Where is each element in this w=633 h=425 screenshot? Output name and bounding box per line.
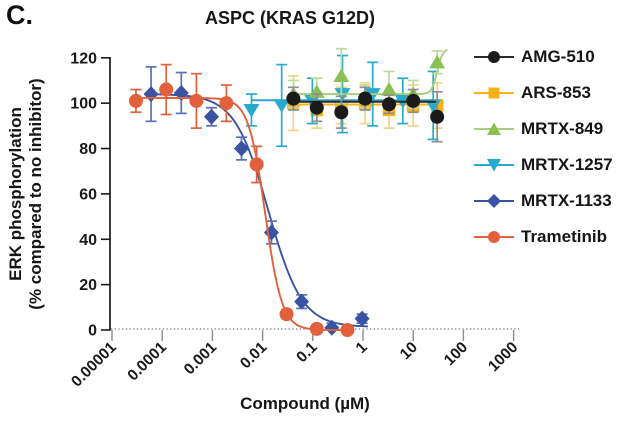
- legend-marker-circle-icon: [474, 231, 514, 243]
- y-tick-label: 40: [79, 232, 97, 249]
- legend-item-mrtx-1133: MRTX-1133: [474, 183, 613, 219]
- data-point-circle: [334, 105, 349, 120]
- legend-label: MRTX-1257: [521, 155, 613, 174]
- legend-label: MRTX-849: [521, 119, 604, 138]
- y-axis-title-line1: ERK phosphorylation: [6, 107, 25, 281]
- data-point-diamond: [234, 140, 250, 157]
- y-tick-label: 120: [70, 50, 97, 67]
- data-point-triangle-up: [381, 82, 398, 96]
- data-point-diamond: [294, 293, 310, 310]
- x-tick-label: 0.01: [237, 339, 271, 373]
- data-point-circle: [406, 93, 421, 108]
- markers-mrtx-1133: [143, 84, 370, 336]
- panel-label: C.: [6, 0, 33, 30]
- error-bars-trametinib: [130, 63, 293, 320]
- data-point-circle: [430, 109, 445, 124]
- y-tick-label: 0: [88, 323, 97, 340]
- y-tick-label: 20: [79, 277, 97, 294]
- markers-trametinib: [128, 82, 355, 337]
- y-tick-label: 80: [79, 141, 97, 158]
- data-point-circle: [286, 91, 301, 106]
- legend-label: ARS-853: [521, 83, 591, 102]
- data-point-circle: [309, 100, 324, 115]
- x-tick-label: 0.1: [293, 339, 321, 367]
- y-tick-label: 100: [70, 96, 97, 113]
- fit-curve-trametinib: [136, 96, 352, 331]
- data-point-triangle-up: [429, 54, 446, 69]
- data-point-circle: [219, 96, 234, 111]
- x-tick-label: 10: [397, 339, 421, 363]
- y-tick-label: 60: [79, 186, 97, 203]
- x-tick-label: 0.001: [181, 339, 221, 379]
- data-point-circle: [382, 97, 397, 112]
- x-axis-title: Compound (µM): [240, 394, 370, 413]
- y-axis-title: ERK phosphorylation (% compared to no in…: [6, 78, 46, 309]
- data-point-triangle-down: [243, 103, 260, 118]
- legend-label: AMG-510: [521, 47, 595, 66]
- legend-label: MRTX-1133: [521, 191, 612, 210]
- legend-marker-circle-icon: [474, 51, 514, 63]
- data-point-diamond: [143, 86, 159, 103]
- data-point-circle: [358, 91, 373, 106]
- x-tick-label: 0.00001: [68, 339, 120, 391]
- legend-item-ars-853: ARS-853: [474, 75, 613, 111]
- data-point-diamond: [204, 108, 220, 125]
- fit-curve-mrtx-1133: [151, 93, 368, 328]
- legend: AMG-510 ARS-853 MRTX-849 MRTX-1257 MRTX-1133…: [474, 39, 613, 255]
- y-axis: 0 20 40 60 80 100 120: [70, 50, 111, 340]
- data-point-diamond: [354, 310, 370, 327]
- legend-label: Trametinib: [521, 227, 607, 246]
- data-point-circle: [189, 93, 204, 108]
- data-point-diamond: [324, 319, 340, 336]
- data-point-triangle-down: [273, 99, 290, 113]
- x-tick-label: 0.0001: [124, 339, 170, 385]
- data-point-triangle-up: [333, 68, 350, 82]
- legend-marker-triangle-down-icon: [474, 159, 514, 172]
- data-point-circle: [340, 323, 355, 337]
- markers-amg-510: [286, 91, 445, 124]
- legend-item-trametinib: Trametinib: [474, 219, 613, 255]
- x-axis: 0.00001 0.0001 0.001 0.01 0.1 1 10 100 1000: [68, 328, 521, 391]
- legend-item-mrtx-849: MRTX-849: [474, 111, 613, 147]
- data-point-circle: [309, 321, 324, 336]
- data-point-circle: [249, 157, 264, 172]
- legend-item-amg-510: AMG-510: [474, 39, 613, 75]
- series-trametinib: [128, 63, 355, 337]
- data-point-circle: [128, 93, 143, 108]
- legend-marker-square-icon: [474, 87, 514, 99]
- data-point-circle: [159, 82, 174, 97]
- data-point-diamond: [173, 84, 189, 101]
- chart-title: ASPC (KRAS G12D): [204, 8, 376, 28]
- data-point-circle: [279, 307, 294, 322]
- legend-marker-triangle-up-icon: [474, 122, 514, 135]
- x-tick-label: 1000: [485, 339, 521, 375]
- series-amg-510: [286, 86, 445, 143]
- legend-marker-diamond-icon: [474, 194, 514, 208]
- y-axis-title-line2: (% compared to no inhibitor): [26, 78, 45, 310]
- legend-item-mrtx-1257: MRTX-1257: [474, 147, 613, 183]
- x-tick-label: 100: [441, 339, 471, 369]
- x-tick-label: 1: [353, 339, 371, 357]
